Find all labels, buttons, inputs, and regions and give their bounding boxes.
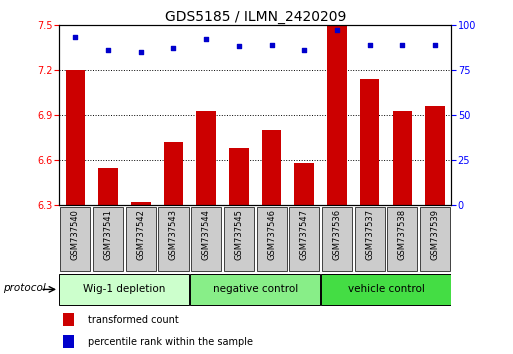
Bar xyxy=(63,313,74,326)
Point xyxy=(71,35,80,40)
FancyBboxPatch shape xyxy=(60,274,189,305)
FancyBboxPatch shape xyxy=(190,274,320,305)
Point xyxy=(235,44,243,49)
FancyBboxPatch shape xyxy=(322,207,352,271)
Text: Wig-1 depletion: Wig-1 depletion xyxy=(83,284,166,295)
Point xyxy=(366,42,374,47)
Text: GSM737539: GSM737539 xyxy=(430,209,440,260)
FancyBboxPatch shape xyxy=(387,207,418,271)
FancyBboxPatch shape xyxy=(420,207,450,271)
Bar xyxy=(425,106,445,205)
Bar xyxy=(98,168,118,205)
Text: negative control: negative control xyxy=(212,284,298,295)
Point xyxy=(104,47,112,53)
FancyBboxPatch shape xyxy=(93,207,123,271)
Text: percentile rank within the sample: percentile rank within the sample xyxy=(88,337,253,347)
Point xyxy=(300,47,308,53)
Bar xyxy=(392,110,412,205)
Bar xyxy=(360,79,380,205)
Point xyxy=(267,42,275,47)
FancyBboxPatch shape xyxy=(191,207,221,271)
Text: GSM737543: GSM737543 xyxy=(169,209,178,260)
Bar xyxy=(229,148,249,205)
Text: GSM737540: GSM737540 xyxy=(71,209,80,259)
Text: GSM737547: GSM737547 xyxy=(300,209,309,260)
Text: GSM737537: GSM737537 xyxy=(365,209,374,260)
Text: vehicle control: vehicle control xyxy=(348,284,424,295)
Point xyxy=(169,45,177,51)
Bar xyxy=(196,110,216,205)
Text: GSM737544: GSM737544 xyxy=(202,209,211,259)
Point xyxy=(202,36,210,42)
Bar xyxy=(327,26,347,205)
Text: GSM737546: GSM737546 xyxy=(267,209,276,260)
FancyBboxPatch shape xyxy=(159,207,188,271)
FancyBboxPatch shape xyxy=(126,207,156,271)
Bar xyxy=(262,130,281,205)
Bar xyxy=(66,70,85,205)
Bar xyxy=(294,163,314,205)
Bar xyxy=(164,142,183,205)
Text: GSM737545: GSM737545 xyxy=(234,209,243,259)
Point xyxy=(136,49,145,55)
FancyBboxPatch shape xyxy=(354,207,385,271)
Point xyxy=(333,27,341,33)
Text: protocol: protocol xyxy=(3,283,46,293)
FancyBboxPatch shape xyxy=(256,207,287,271)
Point xyxy=(398,42,406,47)
FancyBboxPatch shape xyxy=(321,274,451,305)
Text: GSM737542: GSM737542 xyxy=(136,209,145,259)
Bar xyxy=(63,335,74,348)
FancyBboxPatch shape xyxy=(224,207,254,271)
FancyBboxPatch shape xyxy=(61,207,90,271)
Text: GSM737536: GSM737536 xyxy=(332,209,342,260)
Title: GDS5185 / ILMN_2420209: GDS5185 / ILMN_2420209 xyxy=(165,10,346,24)
FancyBboxPatch shape xyxy=(289,207,319,271)
Text: GSM737541: GSM737541 xyxy=(104,209,112,259)
Text: transformed count: transformed count xyxy=(88,315,179,325)
Bar xyxy=(131,202,150,205)
Point xyxy=(431,42,439,47)
Text: GSM737538: GSM737538 xyxy=(398,209,407,260)
